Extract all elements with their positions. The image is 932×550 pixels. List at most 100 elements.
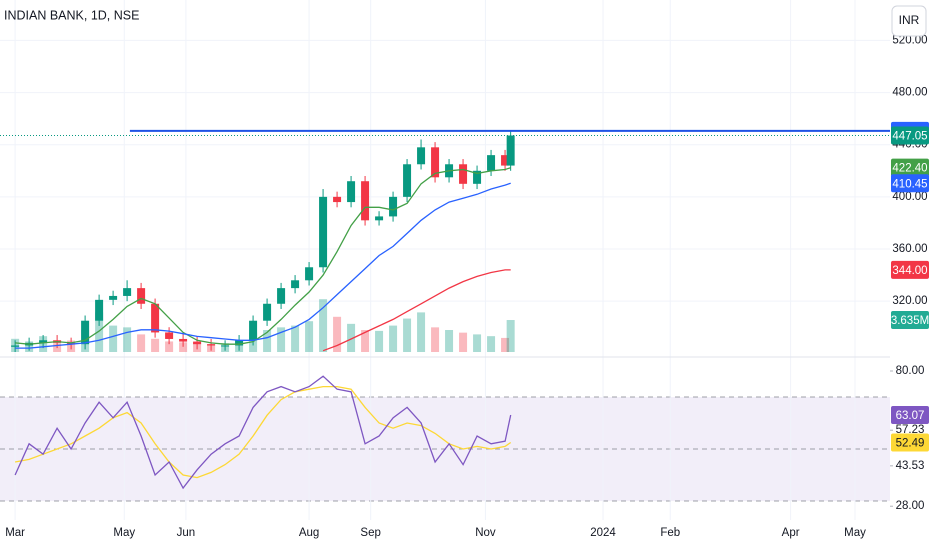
currency-label[interactable]: INR	[899, 13, 920, 27]
x-tick-label: May	[844, 527, 866, 539]
volume-bar	[347, 323, 356, 352]
volume-bar	[487, 336, 496, 352]
y-tick-label: 520.00	[892, 34, 927, 46]
moving-average	[15, 167, 511, 345]
y-tick-label: 320.00	[892, 295, 927, 307]
axis-value-box	[891, 311, 929, 330]
volume-bar	[277, 327, 286, 352]
volume-bar	[319, 299, 328, 352]
rsi-line	[14, 375, 512, 490]
candle-body	[193, 341, 202, 345]
y-tick-label: 57.23	[896, 424, 925, 436]
volume-bar	[361, 330, 370, 352]
candle-body	[277, 288, 286, 304]
x-tick-label: Feb	[660, 527, 680, 539]
x-tick-label: Apr	[782, 527, 800, 539]
plot	[0, 129, 890, 490]
x-tick-label: Mar	[5, 527, 25, 539]
candle-body	[506, 135, 515, 166]
grid	[0, 0, 890, 520]
volume-bar	[501, 337, 510, 352]
axis-value-label: 422.40	[892, 163, 927, 175]
axis-value-box	[891, 433, 929, 452]
volume-bar	[389, 325, 398, 352]
axis-value-label: 52.49	[896, 438, 925, 450]
candle-body	[123, 288, 132, 296]
candle-body	[473, 170, 482, 184]
axis-value-label: 410.45	[892, 178, 927, 190]
currency-button[interactable]	[891, 5, 927, 37]
candle-body	[207, 344, 216, 346]
candle-body	[263, 303, 272, 321]
axis-value-box	[891, 126, 929, 145]
axis-value-label: 344.00	[892, 265, 927, 277]
volume-bar	[291, 325, 300, 352]
candle-body	[319, 196, 328, 268]
candle-body	[403, 164, 412, 197]
x-tick-label: May	[113, 527, 135, 539]
volume-bar	[95, 312, 104, 352]
axis-value-box	[891, 260, 929, 279]
volume-bar	[151, 338, 160, 352]
volume-bar	[473, 334, 482, 352]
axis-value-box	[891, 406, 929, 425]
candle-body	[375, 216, 384, 221]
volume-bar	[165, 341, 174, 352]
axis-value-label: 3.635M	[891, 315, 929, 327]
x-tick-label: 2024	[590, 527, 616, 539]
candle-body	[137, 288, 146, 304]
y-tick-label: 400.00	[892, 191, 927, 203]
axis-value-box	[891, 158, 929, 177]
volume-bar	[506, 320, 515, 352]
volume-bar	[459, 332, 468, 352]
axis-value-box	[891, 174, 929, 193]
y-tick-label: 360.00	[892, 243, 927, 255]
candle-body	[39, 340, 48, 343]
volume-bar	[263, 330, 272, 352]
candle-body	[165, 332, 174, 339]
candle-body	[179, 338, 188, 342]
candle-body	[249, 320, 258, 341]
volume-bar	[123, 327, 132, 352]
volume-bar	[333, 316, 342, 352]
candle-body	[431, 147, 440, 178]
candle-body	[109, 295, 118, 300]
moving-average	[322, 269, 511, 352]
x-tick-label: Aug	[299, 527, 319, 539]
y-tick-label: 480.00	[892, 87, 927, 99]
candle-body	[501, 155, 510, 166]
rsi-line	[14, 385, 512, 479]
chart-title: INDIAN BANK, 1D, NSE	[4, 8, 139, 22]
y-tick-label: 28.00	[896, 500, 925, 512]
y-tick-label: 80.00	[896, 365, 925, 377]
candle-body	[81, 320, 90, 345]
candle-body	[151, 303, 160, 333]
volume-bar	[431, 327, 440, 352]
candle-body	[459, 164, 468, 184]
volume-bar	[445, 330, 454, 352]
axis-value-label: 63.07	[896, 410, 925, 422]
candle-body	[235, 340, 244, 346]
volume-bar	[137, 334, 146, 352]
volume-bar	[179, 342, 188, 352]
volume-bar	[109, 325, 118, 352]
moving-average	[15, 182, 511, 349]
x-tick-label: Sep	[360, 527, 380, 539]
candle-body	[417, 147, 426, 165]
candle-body	[487, 155, 496, 171]
volume-bar	[375, 330, 384, 352]
candle-body	[291, 280, 300, 289]
candle-body	[361, 181, 370, 221]
axis: 520.00480.00440.00400.00360.00320.00450.…	[5, 34, 929, 539]
axis-value-label: 447.05	[892, 131, 927, 143]
volume-bar	[305, 321, 314, 352]
candle-body	[95, 299, 104, 321]
candle-body	[221, 345, 230, 347]
candle-body	[333, 196, 342, 203]
volume-bar	[417, 312, 426, 352]
volume-bar	[403, 318, 412, 352]
candle-body	[305, 267, 314, 281]
y-tick-label: 43.53	[896, 460, 925, 472]
candle-body	[11, 345, 20, 347]
